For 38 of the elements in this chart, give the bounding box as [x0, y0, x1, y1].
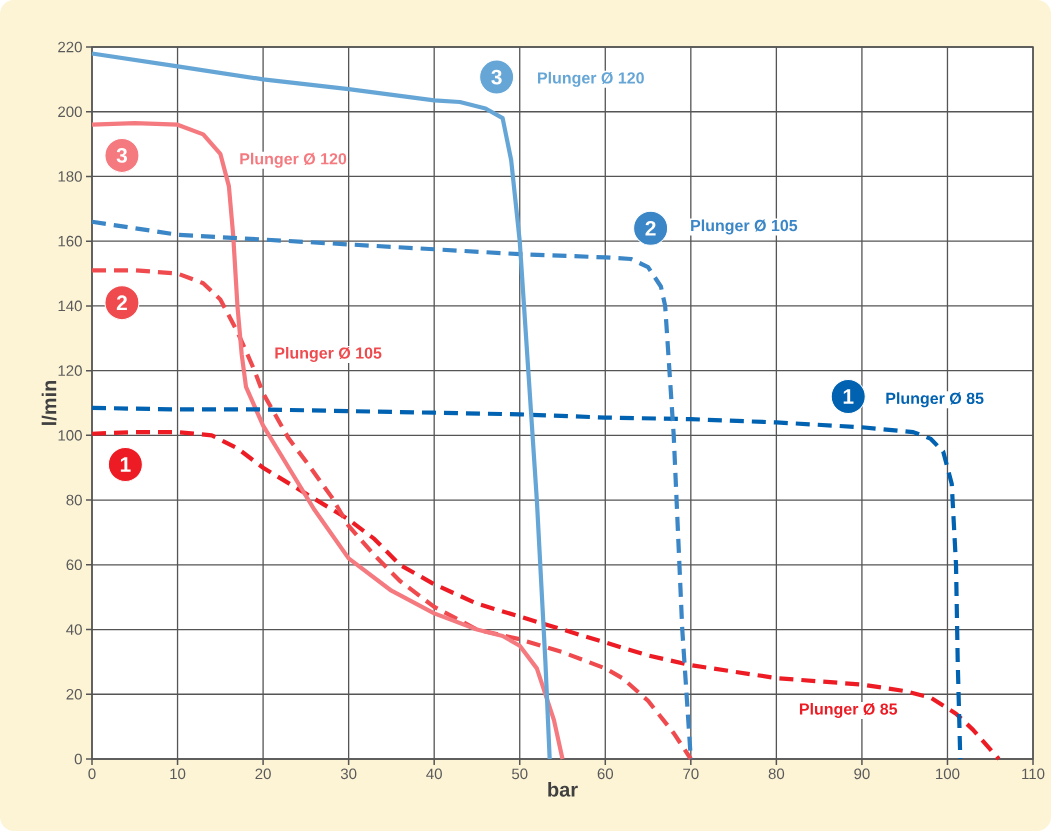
legend-label: Plunger Ø 105 [691, 219, 798, 235]
x-tick-label: 10 [170, 768, 186, 780]
y-tick-label: 80 [66, 494, 82, 506]
x-tick-label: 40 [426, 768, 442, 780]
annotation: 1 [843, 389, 854, 404]
x-tick-label: 110 [1022, 768, 1045, 780]
y-axis-title: l/min [41, 380, 57, 425]
x-tick-label: 0 [88, 768, 96, 780]
y-tick-label: 40 [66, 624, 82, 635]
x-tick-label: 60 [597, 768, 614, 780]
x-tick-label: 50 [511, 768, 528, 780]
annotation: 3 [491, 69, 502, 85]
x-tick-label: 30 [340, 768, 357, 780]
series-label: Plunger Ø 120 [240, 152, 347, 168]
x-axis-title: bar [548, 782, 578, 797]
y-tick-label: 100 [58, 430, 82, 441]
y-tick-label: 120 [58, 365, 82, 376]
y-tick-label: 220 [58, 41, 82, 53]
annotation: 2 [116, 295, 127, 310]
legend-label: Plunger Ø 120 [538, 71, 644, 87]
x-tick-label: 90 [854, 768, 870, 780]
y-tick-label: 0 [74, 753, 82, 765]
y-tick-label: 200 [58, 106, 82, 118]
annotation: 2 [645, 220, 656, 236]
y-tick-label: 160 [58, 235, 82, 247]
y-tick-label: 60 [66, 559, 82, 571]
x-tick-label: 80 [768, 768, 785, 780]
x-tick-label: 20 [255, 768, 271, 780]
series-label: Plunger Ø 85 [799, 702, 898, 718]
annotation: 3 [116, 147, 128, 163]
y-tick-label: 140 [58, 300, 82, 312]
series-label: Plunger Ø 105 [275, 346, 382, 362]
x-tick-label: 70 [683, 768, 699, 780]
x-tick-label: 100 [936, 768, 960, 780]
legend-label: Plunger Ø 85 [886, 392, 984, 408]
annotation: 1 [120, 457, 131, 472]
y-tick-label: 20 [66, 688, 82, 700]
y-tick-label: 180 [58, 171, 82, 182]
